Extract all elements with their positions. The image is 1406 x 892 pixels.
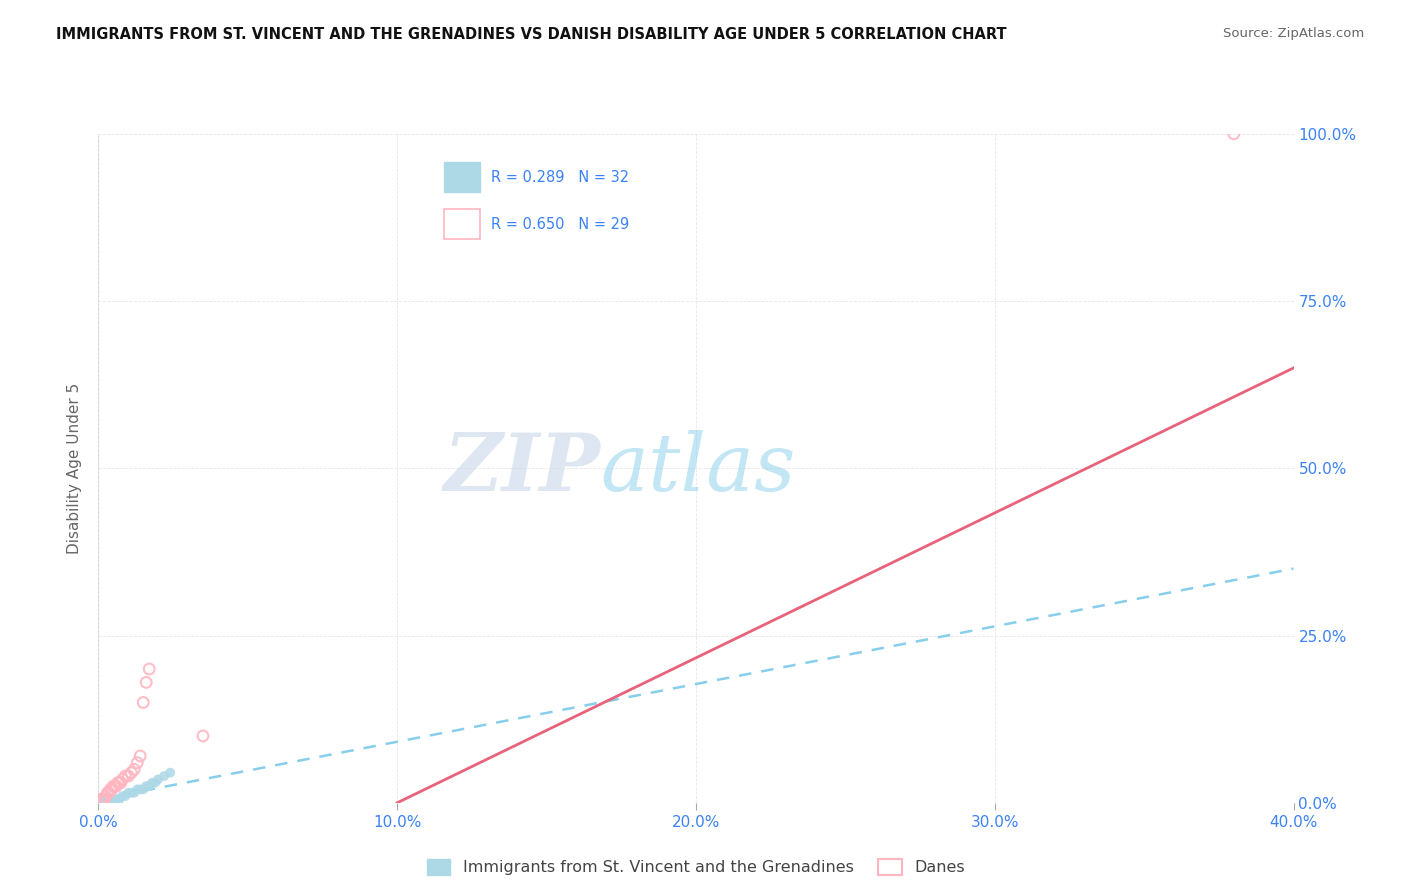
Point: [91, 792, 114, 806]
Point: [111, 772, 134, 787]
Point: [101, 782, 124, 797]
Text: R = 0.289   N = 32: R = 0.289 N = 32: [491, 169, 628, 185]
Point: [93, 792, 115, 806]
Point: [143, 775, 166, 790]
Point: [105, 792, 128, 806]
Bar: [443, 162, 481, 192]
Point: [191, 729, 214, 743]
Point: [103, 779, 125, 793]
Point: [127, 756, 149, 770]
Point: [90, 792, 112, 806]
Point: [93, 792, 115, 806]
Point: [132, 696, 155, 710]
Point: [138, 779, 160, 793]
Legend: Immigrants from St. Vincent and the Grenadines, Danes: Immigrants from St. Vincent and the Gren…: [420, 853, 972, 882]
Point: [97, 792, 120, 806]
Point: [153, 769, 176, 783]
Point: [104, 792, 127, 806]
Y-axis label: Disability Age Under 5: Disability Age Under 5: [67, 383, 83, 554]
Bar: [443, 210, 481, 239]
Point: [107, 775, 129, 790]
Point: [97, 786, 120, 800]
Point: [129, 749, 152, 764]
Point: [120, 765, 142, 780]
Point: [90, 792, 112, 806]
Point: [94, 792, 117, 806]
Point: [129, 782, 152, 797]
Point: [108, 792, 131, 806]
Point: [138, 662, 160, 676]
Point: [100, 792, 122, 806]
Point: [117, 769, 139, 783]
Point: [90, 792, 112, 806]
Point: [91, 792, 114, 806]
Point: [110, 775, 132, 790]
Point: [93, 792, 115, 806]
Point: [105, 779, 128, 793]
Point: [135, 779, 157, 793]
Point: [94, 792, 117, 806]
Text: Source: ZipAtlas.com: Source: ZipAtlas.com: [1223, 27, 1364, 40]
Point: [108, 775, 131, 790]
Point: [1223, 127, 1246, 141]
Text: IMMIGRANTS FROM ST. VINCENT AND THE GRENADINES VS DANISH DISABILITY AGE UNDER 5 : IMMIGRANTS FROM ST. VINCENT AND THE GREN…: [56, 27, 1007, 42]
Point: [96, 786, 118, 800]
Point: [90, 792, 112, 806]
Point: [101, 792, 124, 806]
Point: [120, 786, 142, 800]
Text: atlas: atlas: [600, 430, 796, 507]
Point: [124, 762, 146, 776]
Point: [104, 779, 127, 793]
Point: [132, 782, 155, 797]
Point: [91, 792, 114, 806]
Point: [148, 772, 170, 787]
Point: [124, 786, 146, 800]
Point: [141, 775, 163, 790]
Point: [114, 769, 136, 783]
Text: ZIP: ZIP: [443, 430, 600, 507]
Point: [114, 789, 136, 803]
Point: [103, 792, 125, 806]
Point: [127, 782, 149, 797]
Point: [100, 782, 122, 797]
Point: [96, 792, 118, 806]
Point: [117, 786, 139, 800]
Point: [135, 675, 157, 690]
Point: [111, 789, 134, 803]
Text: R = 0.650   N = 29: R = 0.650 N = 29: [491, 217, 628, 232]
Point: [94, 789, 117, 803]
Point: [93, 792, 115, 806]
Point: [159, 765, 181, 780]
Point: [91, 792, 114, 806]
Point: [107, 792, 129, 806]
